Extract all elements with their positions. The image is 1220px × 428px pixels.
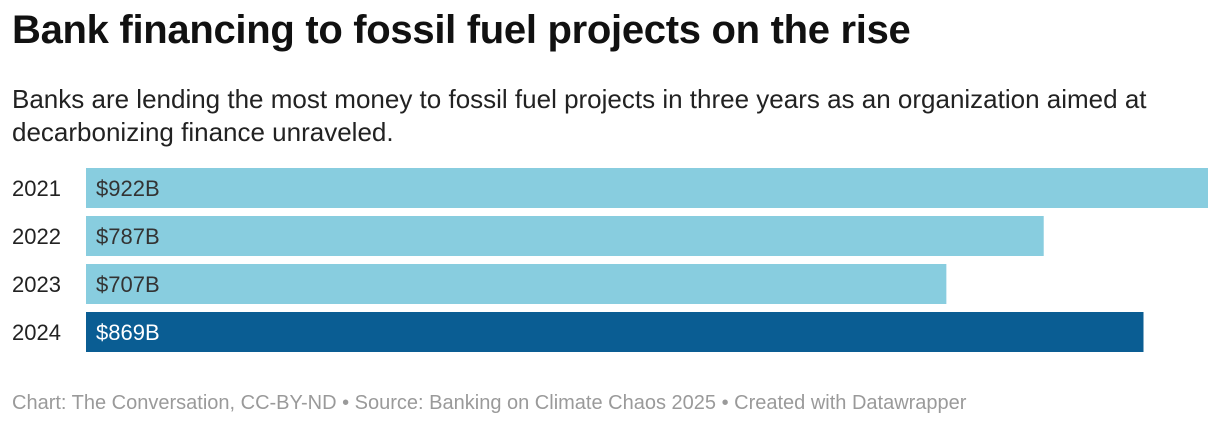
bar-2021: [86, 168, 1208, 208]
value-label-2024: $869B: [96, 320, 160, 345]
category-label-2023: 2023: [12, 272, 61, 297]
bar-2022: [86, 216, 1044, 256]
chart-title: Bank financing to fossil fuel projects o…: [12, 8, 911, 52]
category-label-2021: 2021: [12, 176, 61, 201]
value-label-2022: $787B: [96, 224, 160, 249]
category-label-2024: 2024: [12, 320, 61, 345]
chart-subtitle: Banks are lending the most money to foss…: [12, 84, 1147, 147]
chart-footer: Chart: The Conversation, CC-BY-ND • Sour…: [12, 392, 967, 414]
value-label-2021: $922B: [96, 176, 160, 201]
bar-2023: [86, 264, 947, 304]
bar-chart: 2021 $922B 2022 $787B 2023 $707B 2024 $869B: [12, 168, 1208, 352]
category-label-2022: 2022: [12, 224, 61, 249]
bar-2024: [86, 312, 1144, 352]
value-label-2023: $707B: [96, 272, 160, 297]
